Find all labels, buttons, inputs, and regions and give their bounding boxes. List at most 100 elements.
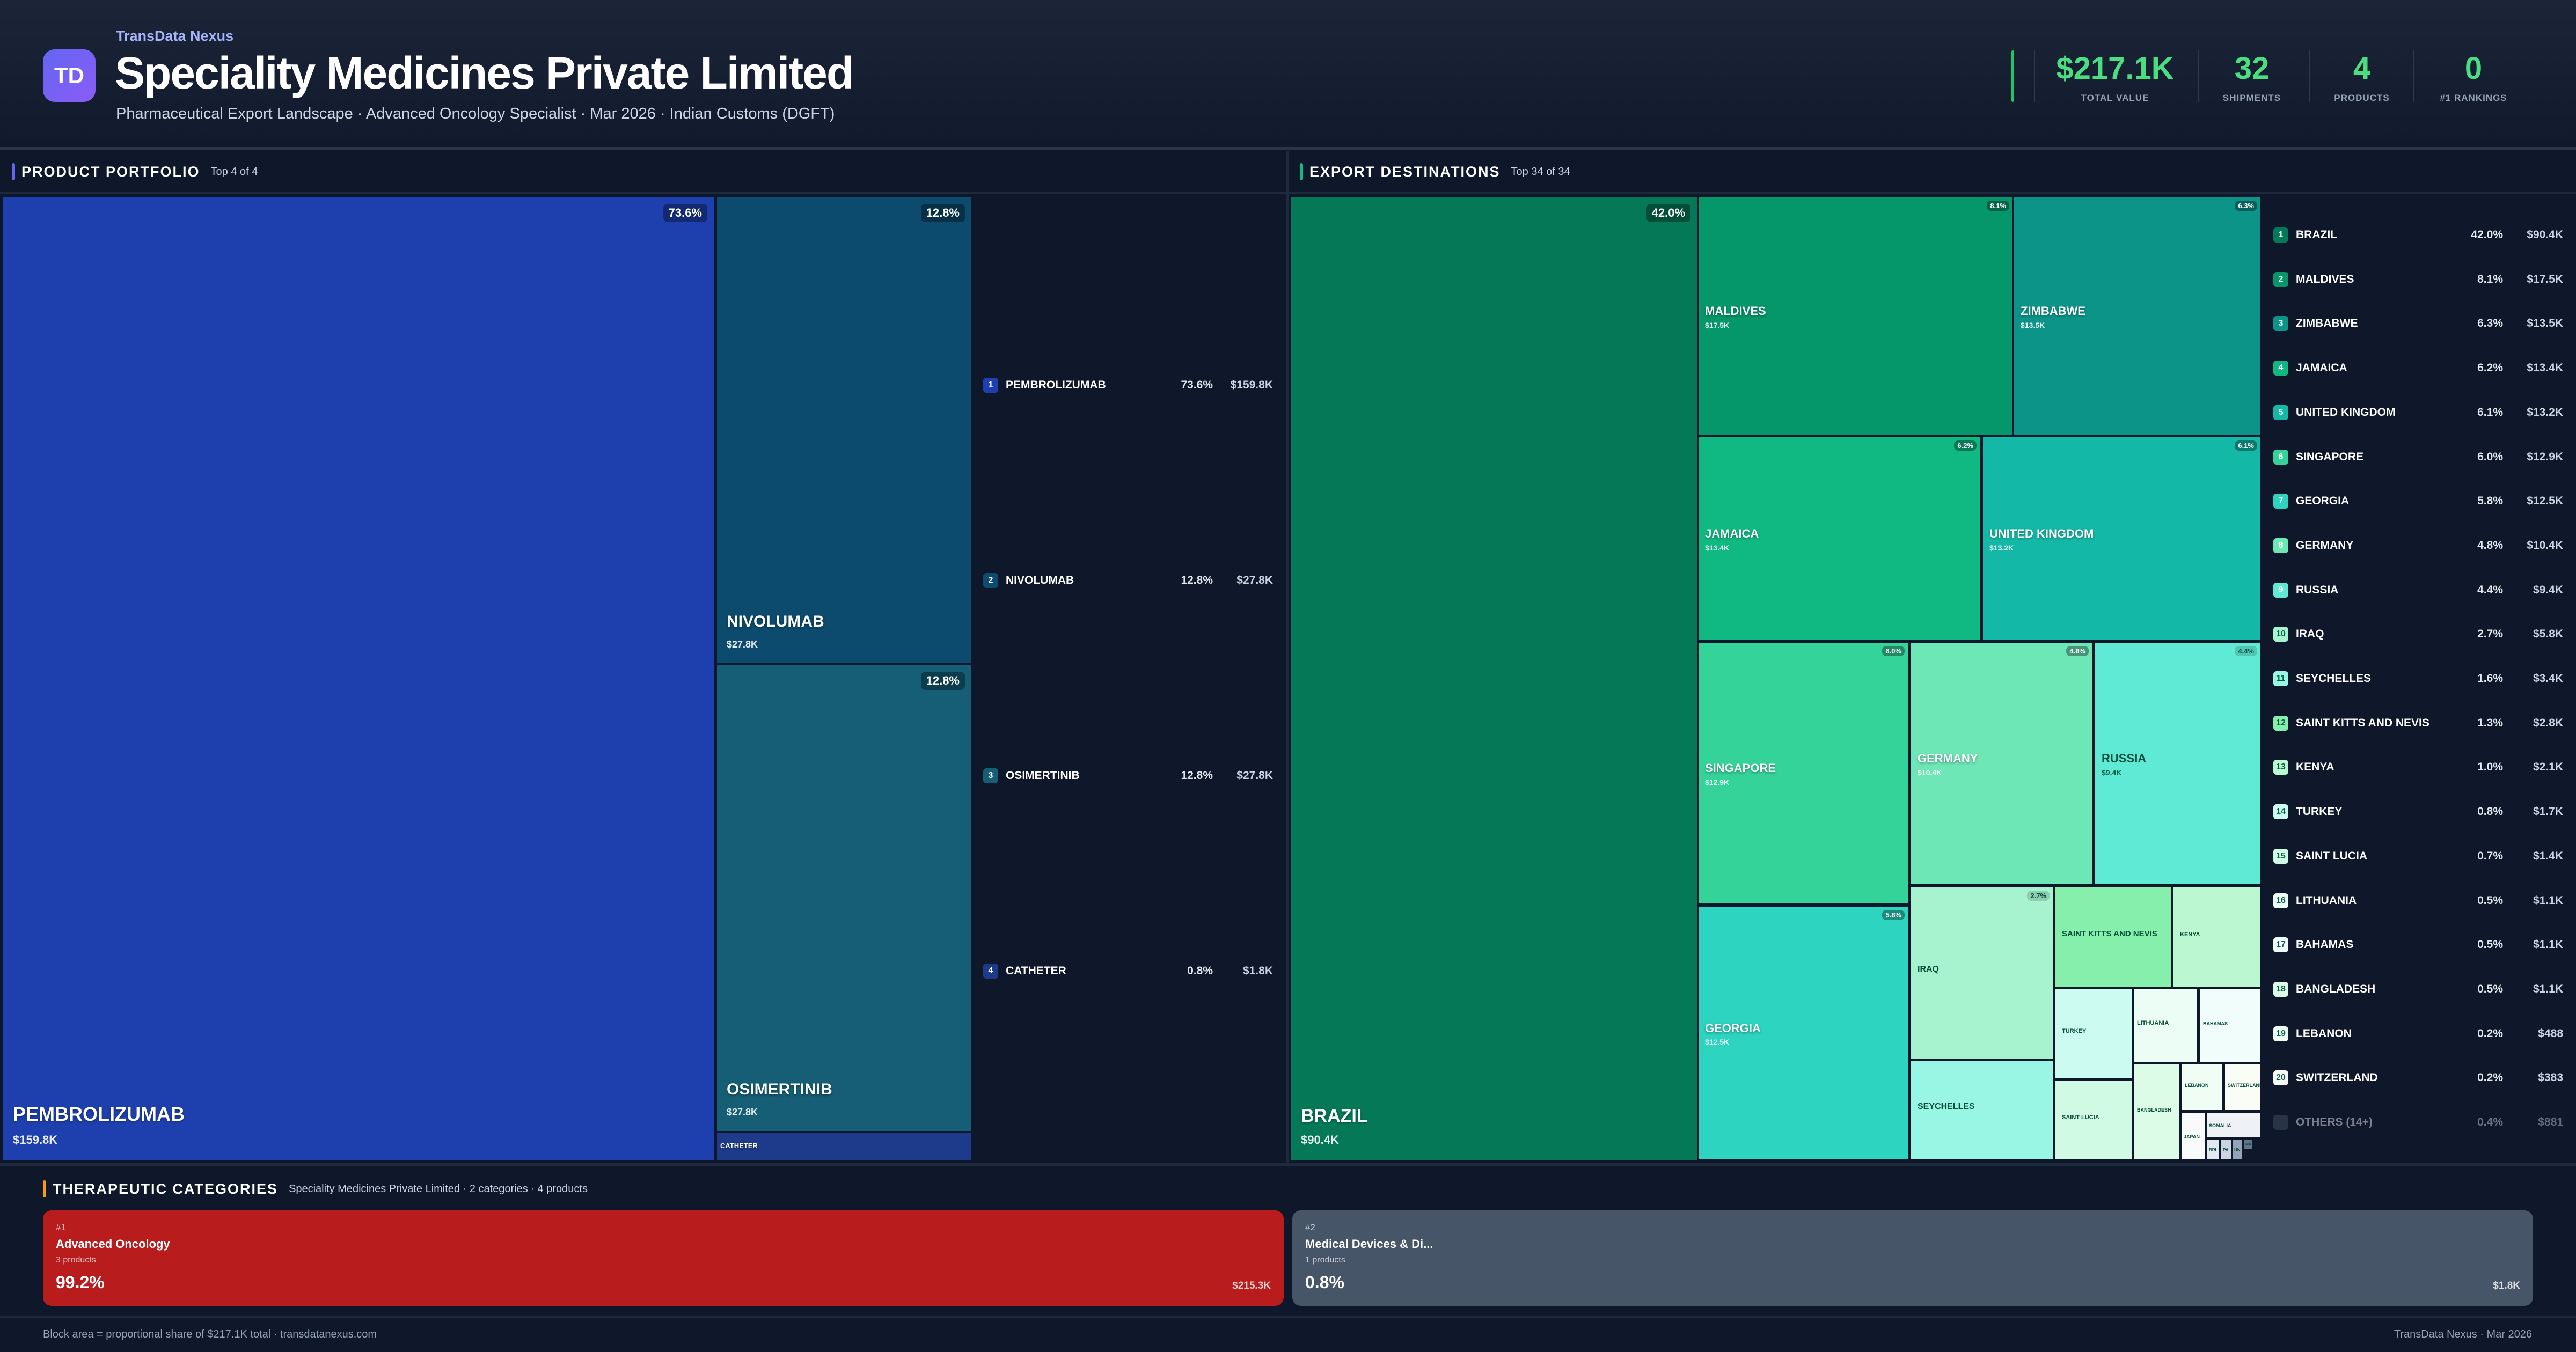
destination-list-row[interactable]: 17 BAHAMAS 0.5% $1.1K (2273, 936, 2563, 953)
product-cell-catheter[interactable]: CATHETER (717, 1133, 971, 1160)
stat-label: #1 RANKINGS (2440, 93, 2507, 103)
row-name: LEBANON (2296, 1027, 2352, 1040)
destination-list-row[interactable]: 11 SEYCHELLES 1.6% $3.4K (2273, 670, 2563, 687)
destination-cell-somalia[interactable]: SOMALIA (2207, 1113, 2260, 1137)
destination-list-row[interactable]: 9 RUSSIA 4.4% $9.4K (2273, 582, 2563, 599)
destination-cell-georgia[interactable]: GEORGIA $12.5K 5.8% (1699, 907, 1908, 1159)
destination-cell-singapore[interactable]: SINGAPORE $12.9K 6.0% (1699, 643, 1908, 903)
category-card-advanced-oncology[interactable]: #1 Advanced Oncology 3 products 99.2% $2… (43, 1210, 1284, 1306)
row-value: $13.2K (2527, 406, 2563, 418)
product-cell-osimertinib[interactable]: OSIMERTINIB $27.8K 12.8% (717, 665, 971, 1131)
destination-cell-japan[interactable]: JAPAN (2182, 1113, 2205, 1159)
destination-cell-brazil[interactable]: BRAZIL $90.4K 42.0% (1291, 197, 1697, 1160)
product-cell-pembrolizumab[interactable]: PEMBROLIZUMAB $159.8K 73.6% (3, 197, 714, 1160)
category-card-medical-devices[interactable]: #2 Medical Devices & Di... 1 products 0.… (1292, 1210, 2533, 1306)
cell-value: $27.8K (727, 1107, 758, 1118)
rank-badge: 18 (2273, 981, 2288, 997)
product-list-row[interactable]: 4 CATHETER 0.8% $1.8K (983, 962, 1273, 980)
destination-cell-lithuania[interactable]: LITHUANIA (2134, 989, 2197, 1062)
destination-list-row[interactable]: 19 LEBANON 0.2% $488 (2273, 1025, 2563, 1042)
destination-list-row[interactable]: 7 GEORGIA 5.8% $12.5K (2273, 493, 2563, 510)
destination-cell-lebanon[interactable]: LEBANON (2182, 1064, 2222, 1110)
destination-list-row[interactable]: 4 JAMAICA 6.2% $13.4K (2273, 359, 2563, 377)
row-share: 6.2% (2477, 362, 2503, 374)
destination-cell-bri[interactable]: BRI (2207, 1140, 2219, 1159)
rank-badge: 19 (2273, 1026, 2288, 1041)
destination-list-row[interactable]: 13 KENYA 1.0% $2.1K (2273, 759, 2563, 776)
row-share: 12.8% (1181, 574, 1213, 586)
destination-cell-bangladesh[interactable]: BANGLADESH (2134, 1064, 2179, 1159)
destination-cell-zimbabwe[interactable]: ZIMBABWE $13.5K 6.3% (2014, 197, 2260, 435)
destination-list-row[interactable]: 12 SAINT KITTS AND NEVIS 1.3% $2.8K (2273, 715, 2563, 732)
destination-cell-turkey[interactable]: TURKEY (2055, 989, 2132, 1078)
row-share: 0.8% (2477, 805, 2503, 818)
destination-cell-ma[interactable]: MA (2244, 1140, 2252, 1149)
divider (0, 1163, 2576, 1166)
destination-list-row[interactable]: 2 MALDIVES 8.1% $17.5K (2273, 271, 2563, 288)
rank-badge: 12 (2273, 715, 2288, 731)
section-subtitle: Top 34 of 34 (1511, 165, 1570, 178)
stat-value: 32 (2234, 51, 2270, 86)
row-share: 0.5% (2477, 938, 2503, 951)
destination-list-row[interactable]: 20 SWITZERLAND 0.2% $383 (2273, 1069, 2563, 1086)
rank-badge: 1 (983, 378, 998, 393)
cell-name: JAMAICA (1705, 527, 1759, 540)
row-share: 5.8% (2477, 495, 2503, 508)
destination-cell-saint-lucia[interactable]: SAINT LUCIA (2055, 1081, 2132, 1159)
row-value: $13.5K (2527, 317, 2563, 330)
product-list-row[interactable]: 2 NIVOLUMAB 12.8% $27.8K (983, 572, 1273, 589)
destination-cell-kenya[interactable]: KENYA (2174, 887, 2260, 987)
row-value: $10.4K (2527, 539, 2563, 552)
destination-list-row[interactable]: 8 GERMANY 4.8% $10.4K (2273, 537, 2563, 554)
destination-list-row-others[interactable]: OTHERS (14+) 0.4% $881 (2273, 1114, 2563, 1131)
destination-list-row[interactable]: 10 IRAQ 2.7% $5.8K (2273, 626, 2563, 643)
product-list-row[interactable]: 1 PEMBROLIZUMAB 73.6% $159.8K (983, 377, 1273, 394)
row-name: JAMAICA (2296, 362, 2347, 374)
destination-cell-un[interactable]: UN (2233, 1140, 2242, 1159)
destination-cell-saint-kitts-and-nevis[interactable]: SAINT KITTS AND NEVIS (2055, 887, 2171, 987)
destination-cell-jamaica[interactable]: JAMAICA $13.4K 6.2% (1699, 437, 1980, 640)
destination-cell-maldives[interactable]: MALDIVES $17.5K 8.1% (1699, 197, 2012, 435)
destination-cell-seychelles[interactable]: SEYCHELLES (1911, 1061, 2053, 1159)
cell-share-badge: 4.4% (2235, 646, 2257, 656)
destination-cell-pa[interactable]: PA (2221, 1140, 2231, 1159)
row-share: 0.5% (2477, 894, 2503, 907)
product-cell-nivolumab[interactable]: NIVOLUMAB $27.8K 12.8% (717, 197, 971, 663)
destination-cell-united-kingdom[interactable]: UNITED KINGDOM $13.2K 6.1% (1983, 437, 2260, 640)
cell-name: SOMALIA (2209, 1122, 2231, 1128)
cell-name: LEBANON (2185, 1082, 2209, 1088)
cell-share-badge: 6.1% (2235, 440, 2257, 451)
stat-label: SHIPMENTS (2222, 93, 2281, 103)
stats-accent-bar (2011, 50, 2014, 102)
destination-cell-switzerland[interactable]: SWITZERLAND (2225, 1064, 2260, 1110)
destination-list-row[interactable]: 15 SAINT LUCIA 0.7% $1.4K (2273, 848, 2563, 865)
category-value: $215.3K (1232, 1280, 1271, 1291)
destination-list-row[interactable]: 16 LITHUANIA 0.5% $1.1K (2273, 892, 2563, 909)
destination-cell-bahamas[interactable]: BAHAMAS (2200, 989, 2260, 1062)
destination-list-row[interactable]: 5 UNITED KINGDOM 6.1% $13.2K (2273, 404, 2563, 421)
cell-name: KENYA (2180, 931, 2200, 938)
row-share: 4.8% (2477, 539, 2503, 552)
section-title: EXPORT DESTINATIONS (1309, 163, 1501, 180)
row-share: 0.5% (2477, 982, 2503, 995)
destination-list-row[interactable]: 18 BANGLADESH 0.5% $1.1K (2273, 981, 2563, 998)
row-name: OTHERS (14+) (2296, 1116, 2373, 1128)
destination-cell-germany[interactable]: GERMANY $10.4K 4.8% (1911, 643, 2092, 884)
product-list-row[interactable]: 3 OSIMERTINIB 12.8% $27.8K (983, 767, 1273, 784)
cell-name: GEORGIA (1705, 1021, 1761, 1035)
destination-list-row[interactable]: 1 BRAZIL 42.0% $90.4K (2273, 226, 2563, 244)
section-accent-bar (12, 163, 15, 180)
row-name: PEMBROLIZUMAB (1006, 379, 1106, 391)
section-title: PRODUCT PORTFOLIO (21, 163, 200, 180)
destination-list-row[interactable]: 3 ZIMBABWE 6.3% $13.5K (2273, 315, 2563, 332)
row-share: 6.3% (2477, 317, 2503, 330)
destination-list-row[interactable]: 6 SINGAPORE 6.0% $12.9K (2273, 449, 2563, 466)
row-name: UNITED KINGDOM (2296, 406, 2396, 418)
row-name: KENYA (2296, 761, 2334, 774)
row-value: $13.4K (2527, 362, 2563, 374)
destination-cell-iraq[interactable]: IRAQ 2.7% (1911, 887, 2053, 1059)
cell-value: $159.8K (13, 1133, 58, 1147)
destination-list-row[interactable]: 14 TURKEY 0.8% $1.7K (2273, 803, 2563, 820)
destination-cell-russia[interactable]: RUSSIA $9.4K 4.4% (2095, 643, 2260, 884)
cell-share-badge: 12.8% (920, 672, 965, 690)
